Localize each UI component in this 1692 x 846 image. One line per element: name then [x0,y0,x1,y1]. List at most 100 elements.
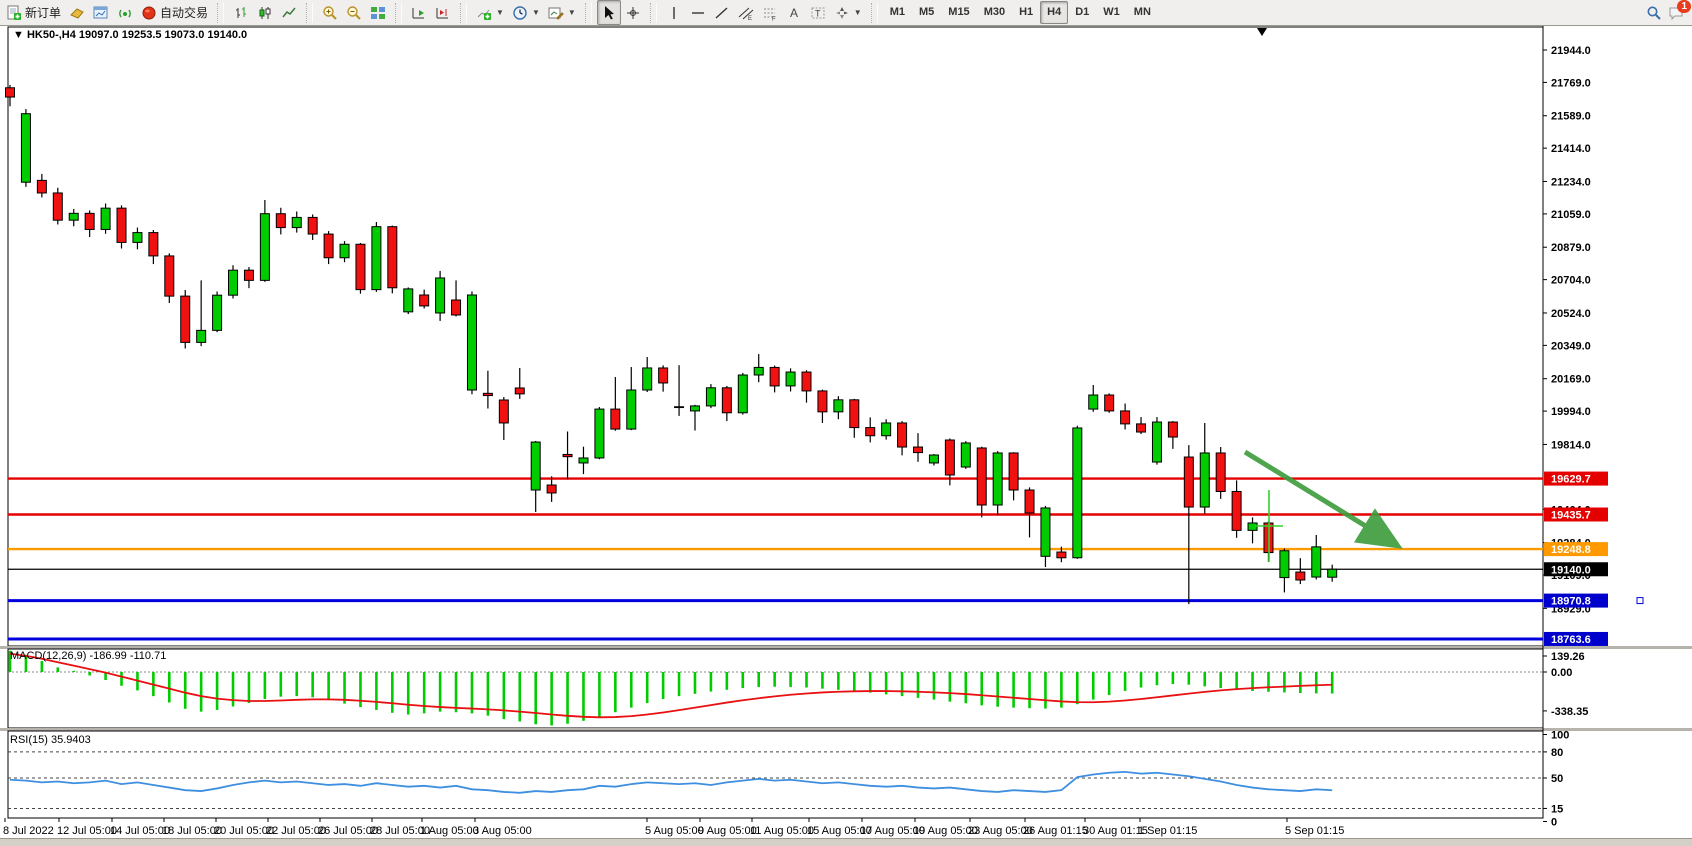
date-tick-label: 17 Aug 05:00 [860,825,925,837]
auto-scroll-button[interactable] [407,0,431,25]
bear-candle [1024,489,1035,514]
timeframe-h4-button[interactable]: H4 [1040,1,1069,24]
rsi-axis-label: 15 [1551,803,1563,815]
tile-windows-button[interactable] [366,0,390,25]
date-tick-label: 23 Aug 05:00 [968,825,1033,837]
line-handle-marker[interactable] [1636,597,1644,605]
chart-window-button[interactable] [89,0,113,25]
bull-candle [466,294,477,391]
timeframe-m30-button[interactable]: M30 [983,6,1006,18]
bar-chart-button[interactable] [229,0,253,25]
timeframe-h1-button[interactable]: H1 [1019,6,1034,18]
crosshair-button[interactable] [621,0,645,25]
bear-candle [52,192,63,221]
timeframe-m5-button[interactable]: M5 [919,6,935,18]
toolbar-separator [584,2,592,23]
bull-candle [403,288,414,313]
vertical-line-button[interactable] [662,0,686,25]
price-tick-label: 21414.0 [1551,143,1591,155]
bear-candle [1183,456,1194,508]
bear-candle [5,87,15,98]
market-watch-button[interactable] [65,0,89,25]
text-label-button[interactable]: T [806,0,830,25]
zoom-out-button[interactable] [342,0,366,25]
bull-candle [20,113,31,183]
timeframe-mn-button[interactable]: MN [1133,6,1151,18]
price-tick-label: 19814.0 [1551,439,1591,451]
date-tick-label: 11 Aug 05:00 [750,825,814,837]
bull-candle [530,441,541,491]
toolbar-separator [395,2,403,23]
bull-candle [881,422,892,437]
bull-candle [753,366,764,376]
price-tag [1544,507,1608,522]
date-tick-label: 19 Aug 05:00 [913,825,978,837]
bull-candle [1279,550,1290,579]
bull-candle [1151,421,1162,463]
dropdown-arrow-icon[interactable]: ▼ [496,8,504,17]
timeframe-m1-button[interactable]: M1 [889,6,905,18]
svg-text:T: T [815,8,821,18]
trendline-icon [714,5,730,21]
price-tag-label: 19435.7 [1551,510,1591,522]
bear-candle [913,446,924,454]
chart-title: ▼ HK50-,H4 19097.0 19253.5 19073.0 19140… [13,29,248,41]
dropdown-arrow-icon[interactable]: ▼ [853,8,862,17]
signals-button[interactable] [113,0,137,25]
zoom-out-icon [346,5,362,21]
collapse-triangle-icon[interactable]: ▼ [13,29,27,41]
bull-candle [339,243,350,259]
crosshair-icon [625,5,641,21]
bear-candle [482,392,493,397]
channel-button[interactable]: E [734,0,758,25]
candlestick-button[interactable] [253,0,277,25]
bull-candle [705,387,716,407]
periods-button[interactable]: ▼ [508,0,544,25]
trend-arrow-annotation[interactable] [1243,449,1403,549]
toolbar-separator [870,2,878,23]
bear-candle [84,212,95,230]
bear-candle [1136,423,1147,433]
zoom-in-icon [322,5,338,21]
bear-candle [148,232,159,257]
new-order-button[interactable]: 新订单 [2,0,65,25]
templates-button[interactable]: ▼ [544,0,580,25]
bear-candle [658,367,669,384]
rsi-axis-label: 80 [1551,747,1563,759]
chart-shift-marker-icon[interactable] [1257,28,1267,36]
trendline-button[interactable] [710,0,734,25]
bull-candle [1072,427,1083,559]
dropdown-arrow-icon[interactable]: ▼ [567,8,576,17]
price-tag [1544,562,1608,577]
bear-candle [498,399,509,424]
zoom-in-button[interactable] [318,0,342,25]
bull-candle [674,406,685,409]
indicators-button[interactable]: ▼ [472,0,508,25]
chart-canvas[interactable]: 21944.0 21769.0 21589.0 21414.0 21234.0 21059… [0,26,1692,838]
rsi-line [9,771,1333,794]
price-tick-label: 21059.0 [1551,209,1591,221]
line-chart-button[interactable] [277,0,301,25]
fibonacci-button[interactable]: F [758,0,782,25]
chart-shift-button[interactable] [431,0,455,25]
timeframe-w1-button[interactable]: W1 [1103,6,1120,18]
bull-candle [578,457,589,464]
date-tick-label: 1 Aug 05:00 [420,825,479,837]
arrows-button[interactable]: ▼ [830,0,866,25]
horizontal-line-button[interactable] [686,0,710,25]
bear-candle [116,207,127,243]
bull-candle [1311,546,1322,578]
bear-candle [1104,394,1115,412]
timeframe-m15-button[interactable]: M15 [948,6,970,18]
cursor-button[interactable] [596,0,621,25]
chat-button[interactable]: 1 [1668,0,1691,21]
bear-candle [1056,551,1067,559]
svg-text:F: F [772,16,776,21]
dropdown-arrow-icon[interactable]: ▼ [531,8,540,17]
timeframe-d1-button[interactable]: D1 [1075,6,1090,18]
channel-icon: E [738,5,754,21]
text-button[interactable]: A [782,0,806,25]
search-button[interactable] [1646,5,1662,21]
price-tick-label: 20169.0 [1551,374,1591,386]
auto-trading-button[interactable]: 自动交易 [137,0,212,25]
